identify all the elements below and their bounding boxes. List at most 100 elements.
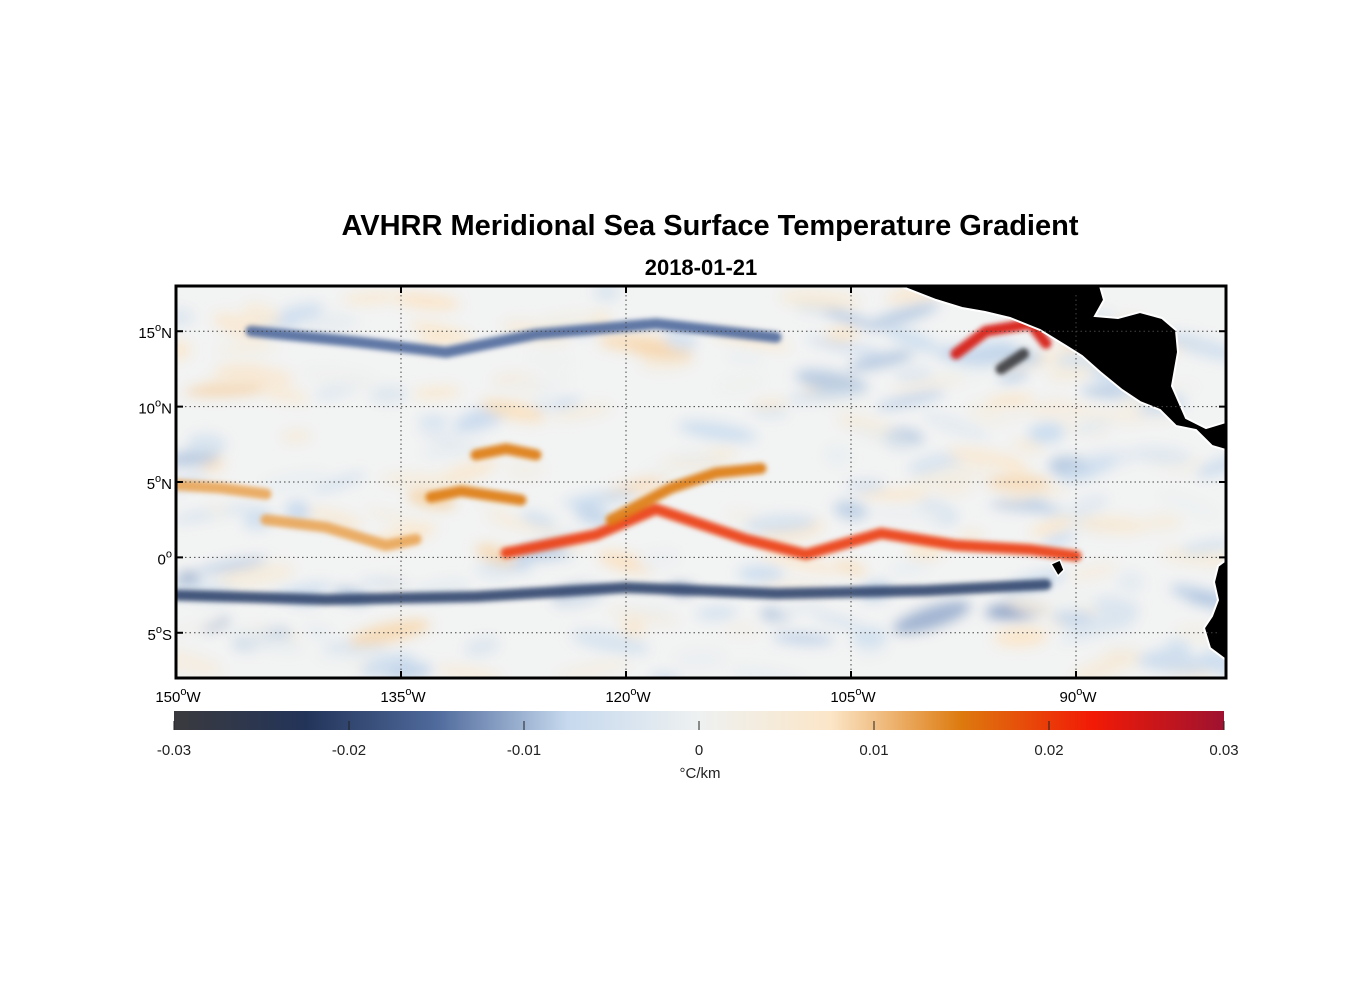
sst-patch [217,341,278,355]
axis-tick-label: 10oN [138,398,172,418]
sst-patch [875,390,946,410]
tick-number: 5 [147,476,155,493]
sst-patch [744,514,817,534]
sst-patch [906,467,972,490]
axis-tick-label: 120oW [605,686,651,706]
sst-patch [637,549,679,570]
tick-degree: o [166,548,172,560]
sst-patch [1196,454,1226,478]
sst-patch [348,619,431,646]
tick-degree: o [630,686,636,698]
sst-patch [598,550,654,574]
sst-patch [475,562,512,580]
axis-tick-label: 105oW [830,686,876,706]
sst-patch [464,636,499,657]
sst-patch [607,607,680,625]
colorbar-tick-label: 0.03 [1209,742,1238,759]
sst-patch [285,500,310,523]
sst-patch [421,441,487,459]
sst-patch [554,660,632,678]
sst-patch [342,292,400,304]
sst-patch [176,648,223,676]
sst-patch [795,369,868,395]
sst-patch [722,621,761,636]
sst-patch [481,398,546,423]
colorbar-tick-label: 0.01 [859,742,888,759]
colorbar [174,711,1224,730]
sst-patch [806,337,887,357]
sst-patch [176,340,191,360]
sst-patch [1163,332,1226,362]
sst-patch [418,416,450,426]
tick-hemisphere: W [186,689,201,706]
sst-patch [1131,446,1192,464]
sst-patch [678,420,757,443]
sst-texture [176,286,1226,678]
sst-patch [986,475,1051,491]
colorbar-tick-label: -0.03 [157,742,191,759]
land-south-america [1202,558,1226,662]
sst-patch [847,350,915,371]
tick-hemisphere: S [162,627,172,644]
sst-patch [359,578,409,588]
sst-patch [225,627,304,653]
sst-patch [1059,457,1117,483]
tick-hemisphere: N [161,401,172,418]
sst-patch [958,529,984,543]
sst-patch [1073,408,1148,424]
sst-patch [996,486,1070,504]
sst-patch [574,503,611,526]
sst-patch [410,321,474,344]
sst-patch [1117,571,1144,593]
tick-degree: o [405,686,411,698]
tick-number: 150 [155,689,180,706]
sst-patch [1005,596,1056,617]
sst-patch [1029,516,1075,537]
sst-patch [866,505,950,521]
sst-patch [993,627,1048,647]
sst-patch [393,292,460,311]
sst-patch [475,544,517,566]
sst-patch [366,509,423,526]
sst-patch [184,384,268,397]
tick-number: 0 [158,551,166,568]
sst-patch [922,412,990,440]
sst-patch [773,632,834,645]
sst-patch [302,367,382,390]
land-mexico [899,286,1226,452]
sst-patch [312,472,366,494]
sst-patch [846,427,920,447]
sst-patch [999,460,1031,474]
front-front-5n-west [176,479,272,500]
sst-patch [885,328,939,351]
sst-patch [775,600,824,618]
sst-patch [551,404,612,420]
tick-degree: o [156,624,162,636]
tick-degree: o [855,686,861,698]
sst-patch [891,558,933,575]
sst-patch [750,406,789,418]
sst-patch [717,375,765,393]
colorbar-ticks: -0.03 -0.02 -0.01 0 0.01 0.02 0.03 [157,721,1239,759]
axis-tick-label: 150oW [155,686,201,706]
sst-patch [260,386,309,403]
sst-patch [726,352,764,362]
sst-patch [846,479,886,493]
axis-tick-label: 5oS [148,624,172,644]
tick-degree: o [155,398,161,410]
sst-patch [1180,540,1226,554]
sst-patch [696,606,738,620]
tick-hemisphere: W [636,689,651,706]
sst-patch [857,489,931,500]
sst-patch [866,302,940,330]
sst-patch [301,508,363,531]
sst-patch [1090,596,1141,617]
front-front-2n-west [260,514,422,551]
land-galapagos [1049,558,1065,578]
sst-patch [281,430,311,443]
tick-hemisphere: W [411,689,426,706]
sst-patch [412,386,461,399]
tick-number: 135 [380,689,405,706]
sst-patch [485,514,561,535]
